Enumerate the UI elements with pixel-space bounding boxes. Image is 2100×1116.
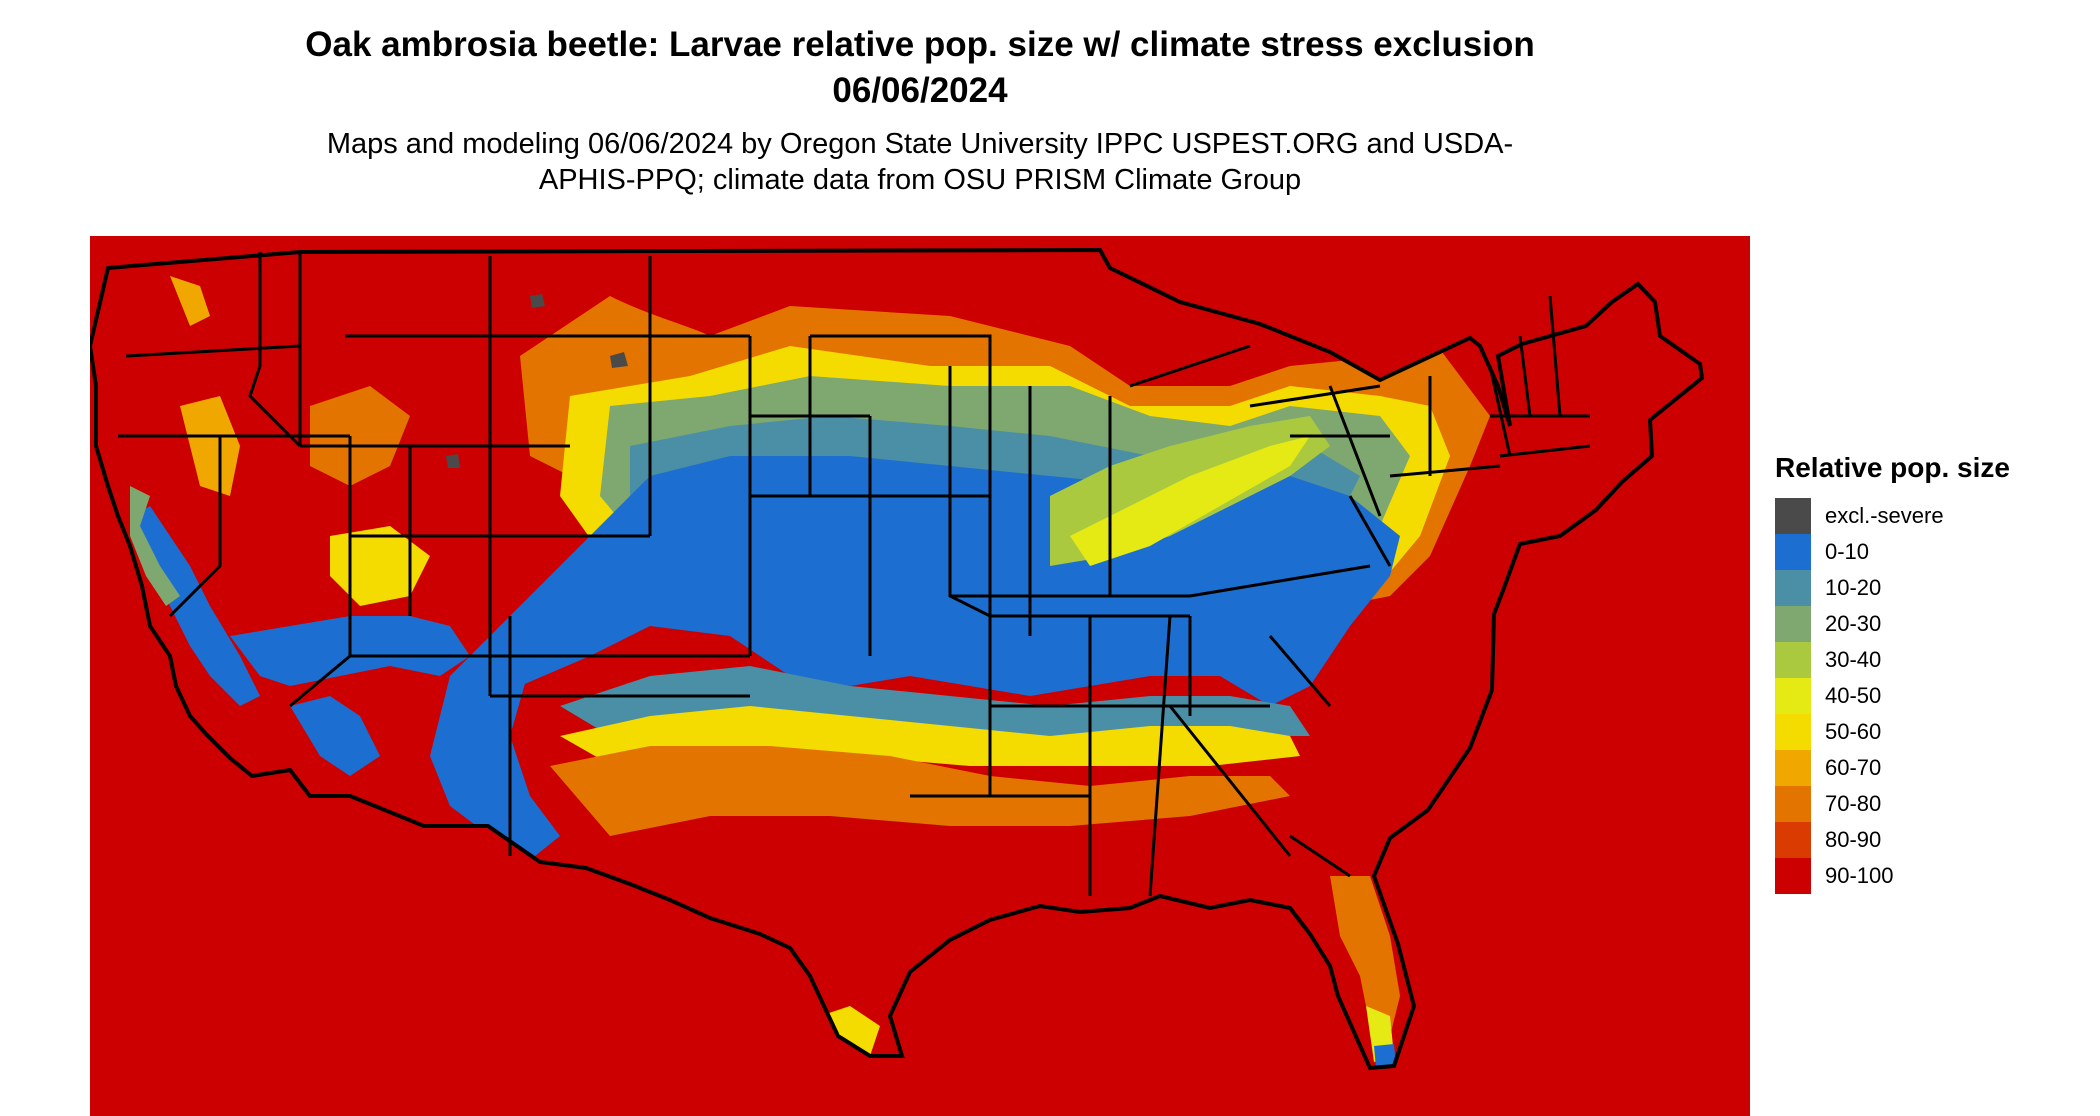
zone-20-30-california-fringe	[130, 486, 180, 606]
legend-swatch	[1775, 714, 1811, 750]
legend-swatch	[1775, 822, 1811, 858]
legend-item: 20-30	[1775, 606, 2010, 642]
map-zones	[130, 276, 1490, 1068]
legend-swatch	[1775, 498, 1811, 534]
legend-swatch	[1775, 570, 1811, 606]
state-boundaries	[118, 252, 1591, 897]
legend-item: excl.-severe	[1775, 498, 2010, 534]
legend-label: 0-10	[1825, 539, 1870, 564]
legend: Relative pop. size excl.-severe 0-10 10-…	[1775, 452, 2010, 894]
zone-0-10-texas	[430, 666, 560, 876]
legend-swatch	[1775, 606, 1811, 642]
zone-florida-orange	[1330, 876, 1400, 1036]
legend-swatch	[1775, 642, 1811, 678]
map-subtitle: Maps and modeling 06/06/2024 by Oregon S…	[326, 128, 1514, 196]
zone-nevada-yellow	[180, 396, 240, 496]
zone-appalachian-yellow	[1070, 436, 1310, 566]
legend-label: 60-70	[1825, 755, 1882, 780]
legend-item: 70-80	[1775, 786, 2010, 822]
zone-0-10-california	[134, 506, 260, 706]
zone-florida-blue	[1374, 1044, 1396, 1068]
legend-title: Relative pop. size	[1775, 452, 2010, 483]
map-title: Oak ambrosia beetle: Larvae relative pop…	[305, 25, 1535, 110]
legend-item: 50-60	[1775, 714, 2010, 750]
zone-excluded-3	[446, 454, 460, 468]
zone-texas-yellow	[820, 1006, 880, 1056]
legend-items: excl.-severe 0-10 10-20 20-30 30-40 40-5…	[1775, 498, 2010, 894]
zone-gulf-yellow	[560, 706, 1300, 776]
zone-0-10-arizona	[290, 696, 380, 776]
legend-item: 0-10	[1775, 534, 2010, 570]
legend-item: 10-20	[1775, 570, 2010, 606]
legend-label: 20-30	[1825, 611, 1882, 636]
legend-item: 40-50	[1775, 678, 2010, 714]
legend-item: 60-70	[1775, 750, 2010, 786]
us-population-map	[90, 236, 1750, 1116]
legend-item: 80-90	[1775, 822, 2010, 858]
legend-label: 50-60	[1825, 719, 1882, 744]
zone-excluded-2	[610, 352, 628, 368]
legend-label: 10-20	[1825, 575, 1882, 600]
legend-swatch	[1775, 678, 1811, 714]
zone-excluded-1	[530, 294, 545, 308]
zone-gulf-orange	[550, 746, 1290, 836]
legend-swatch	[1775, 750, 1811, 786]
legend-label: 70-80	[1825, 791, 1882, 816]
legend-swatch	[1775, 858, 1811, 894]
legend-item: 30-40	[1775, 642, 2010, 678]
legend-label: 90-100	[1825, 863, 1894, 888]
legend-label: excl.-severe	[1825, 503, 1944, 528]
legend-label: 80-90	[1825, 827, 1882, 852]
legend-item: 90-100	[1775, 858, 2010, 894]
legend-label: 30-40	[1825, 647, 1882, 672]
legend-swatch	[1775, 534, 1811, 570]
legend-label: 40-50	[1825, 683, 1882, 708]
zone-mountain-orange	[310, 386, 410, 486]
legend-swatch	[1775, 786, 1811, 822]
zone-mountain-yellow	[330, 526, 430, 606]
zone-washington-yellow	[170, 276, 210, 326]
